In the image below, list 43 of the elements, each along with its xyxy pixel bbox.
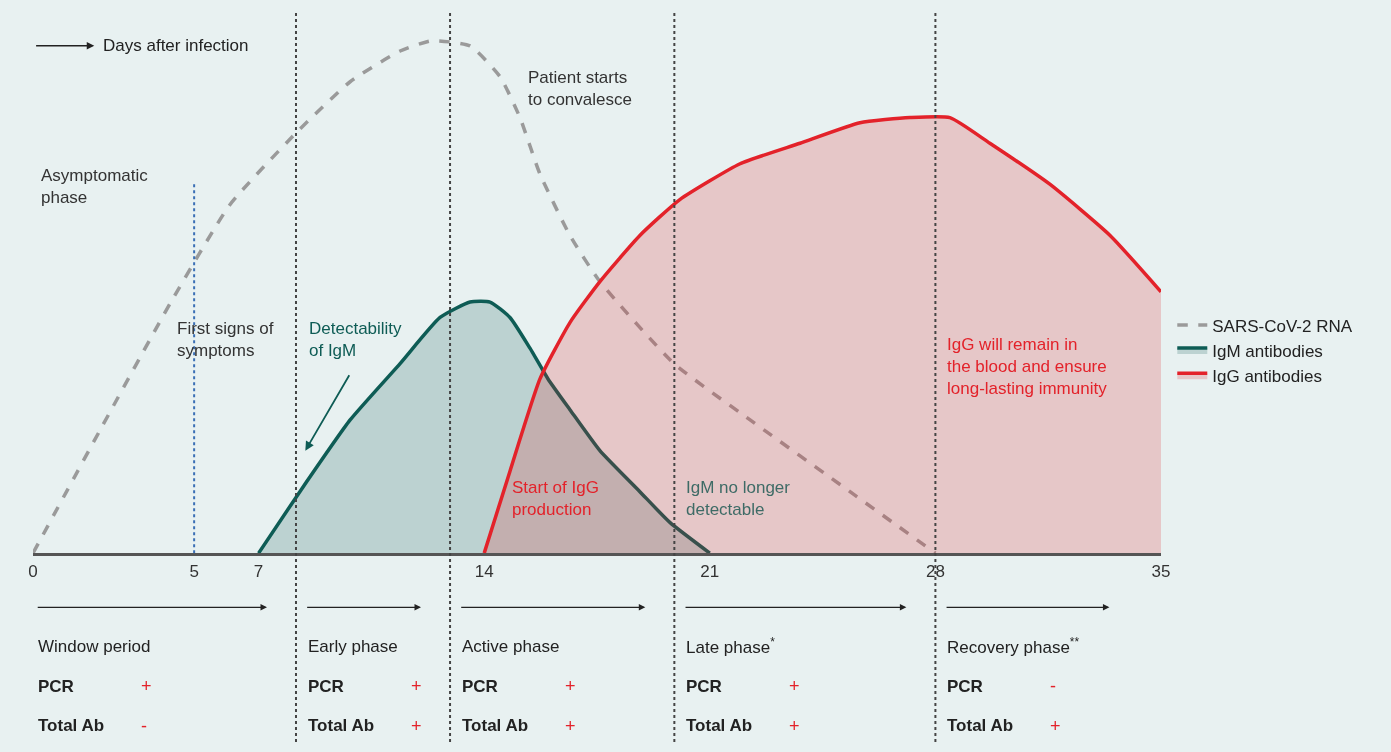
x-tick-label: 35 bbox=[1151, 561, 1171, 581]
text: Early phase bbox=[308, 637, 398, 656]
x-tick-label: 14 bbox=[474, 561, 494, 581]
text: + bbox=[789, 676, 800, 696]
text: PCR bbox=[947, 677, 983, 696]
x-tick-label: 5 bbox=[189, 561, 199, 581]
legend-label: IgM antibodies bbox=[1212, 341, 1323, 361]
annotation: Days after infection bbox=[103, 36, 249, 55]
text: PCR bbox=[686, 677, 722, 696]
text: Total Ab bbox=[462, 716, 529, 735]
text: Window period bbox=[38, 637, 151, 656]
annotation: Asymptomatic phase bbox=[41, 166, 149, 208]
annotation: Detectability of IgM bbox=[309, 319, 403, 361]
legend-label: IgG antibodies bbox=[1212, 366, 1322, 386]
text: + bbox=[141, 676, 152, 696]
text: Late phase$^{*}$ bbox=[686, 635, 776, 658]
text: + bbox=[1050, 716, 1061, 736]
text: + bbox=[411, 676, 422, 696]
text: + bbox=[565, 676, 576, 696]
annotation: First signs of symptoms bbox=[177, 319, 274, 361]
x-tick-label: 7 bbox=[253, 561, 264, 581]
text: + bbox=[411, 716, 422, 736]
x-tick-label: 0 bbox=[28, 561, 38, 581]
text: - bbox=[141, 716, 147, 736]
text: Total Ab bbox=[947, 716, 1014, 735]
text: + bbox=[565, 716, 576, 736]
text: Total Ab bbox=[38, 716, 105, 735]
annotation: Start of IgG production bbox=[512, 478, 599, 520]
text: PCR bbox=[308, 677, 344, 696]
text: Total Ab bbox=[686, 716, 753, 735]
text: PCR bbox=[462, 677, 498, 696]
text: Active phase bbox=[462, 637, 560, 656]
annotation: IgM no longer detectable bbox=[686, 478, 791, 520]
text: PCR bbox=[38, 677, 74, 696]
x-tick-label: 28 bbox=[925, 561, 945, 581]
annotation: Patient starts to convalesce bbox=[528, 68, 632, 110]
text: Recovery phase$^{**}$ bbox=[947, 635, 1080, 658]
text: - bbox=[1050, 676, 1056, 696]
text: Total Ab bbox=[308, 716, 375, 735]
x-tick-label: 21 bbox=[700, 561, 720, 581]
text: + bbox=[789, 716, 800, 736]
annotation: IgG will remain in the blood and ensure long-lasting immunity bbox=[947, 335, 1108, 399]
legend-label: SARS-CoV-2 RNA bbox=[1212, 316, 1353, 336]
